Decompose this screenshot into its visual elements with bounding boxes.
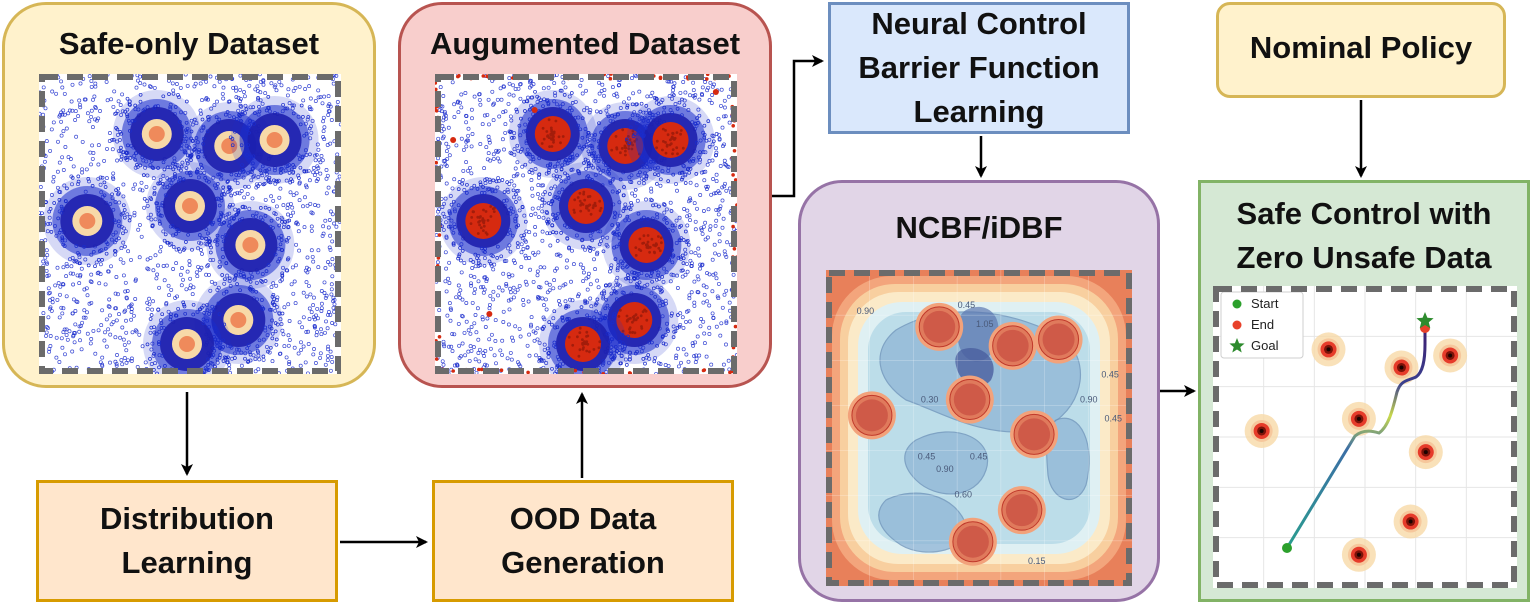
obstacle-3 [1433,338,1468,373]
plot-frame [39,74,341,374]
nominal-policy-box [1216,2,1506,98]
legend-label: Goal [1251,338,1279,353]
obstacle-2 [1384,350,1419,385]
contour-label: 0.30 [921,395,939,405]
safe-only-dataset-title: Safe-only Dataset [58,26,320,61]
contour-label: 0.45 [970,452,988,462]
obstacle-ring-5 [437,177,528,268]
contour-label: 0.45 [1101,369,1119,379]
unsafe-region-7 [997,486,1046,535]
distribution-learning-box [36,480,338,602]
legend: Start End Goal [1220,291,1304,359]
unsafe-region-4 [945,375,994,424]
augmented-dataset-plot [435,74,737,374]
unsafe-region-1 [915,302,964,351]
obstacle-ring-6 [203,201,295,292]
obstacle-core [182,198,198,214]
contour-label: 0.45 [918,452,936,462]
safe-control-title: Safe Control with Zero Unsafe Data [1236,196,1492,275]
distribution-learning-title: Distribution Learning [100,501,274,580]
contour-label: 0.60 [955,490,973,500]
contour-label: 0.90 [936,464,954,474]
start-marker [1282,543,1292,553]
obstacle-8 [1341,537,1376,572]
obstacle-ring-3 [228,95,319,187]
obstacle-core [266,132,283,148]
unsafe-region-6 [1010,410,1059,459]
plot-frame [435,74,737,374]
obstacle-ring-4 [542,161,634,253]
obstacle-ring-1 [508,88,598,178]
safe-trajectory [1285,328,1427,549]
contour-label: 0.90 [1080,395,1098,405]
ood-data-generation-box [432,480,734,602]
goal-marker [1416,312,1434,329]
ncbf-learning-box [828,2,1130,134]
obstacle-core [230,312,247,328]
contour-label: 1.05 [976,319,994,329]
legend-start-marker [1232,299,1242,309]
legend-goal-marker [1229,338,1245,353]
legend-end-marker [1232,320,1242,330]
ood-data-generation-title: OOD Data Generation [501,501,665,580]
obstacle-ring-8 [142,300,233,374]
arrow-augmented-to-ncbf-learning [772,55,824,198]
unsafe-region-3 [1034,315,1083,364]
obstacle-core [79,213,96,229]
obstacle-6 [1408,435,1443,470]
contour-label: 0.90 [857,306,875,316]
nominal-policy-title: Nominal Policy [1249,30,1473,65]
legend-label: End [1251,317,1274,332]
unsafe-region-2 [988,321,1037,370]
safe-control-trajectory-plot: Start End Goal [1213,286,1517,588]
obstacle-core [242,237,259,253]
obstacle-ring-4 [142,161,234,252]
plot-frame [1213,286,1517,588]
contour-blob-2 [904,431,989,495]
plot-frame [826,270,1132,586]
obstacle-core [178,336,195,352]
obstacle-ring-6 [599,198,691,291]
ncbf-learning-title: Neural Control Barrier Function Learning [858,6,1100,129]
obstacle-core [148,126,165,142]
augmented-dataset-title: Augumented Dataset [429,26,741,61]
contour-blob-dark-1 [957,306,999,362]
contour-label: 0.45 [1104,414,1122,424]
obstacle-ring-5 [40,174,132,269]
contour-label: 0.45 [958,300,976,310]
obstacle-ring-8 [537,299,630,374]
legend-label: Start [1251,296,1279,311]
obstacle-ring-1 [111,90,201,179]
obstacle-5 [1244,413,1279,448]
contour-label: 0.15 [1028,556,1046,566]
obstacle-1 [1311,332,1346,367]
obstacle-ring-3 [624,93,716,186]
obstacle-7 [1393,504,1428,539]
safe-only-dataset-plot [39,74,341,374]
unsafe-region-8 [948,517,997,566]
ncbf-contour-plot: 0.450.901.050.450.900.450.450.900.450.60… [826,270,1132,586]
ncbf-idbf-title: NCBF/iDBF [895,210,1063,245]
obstacle-core [221,138,238,154]
obstacle-4 [1341,401,1376,436]
unsafe-region-5 [847,391,896,440]
